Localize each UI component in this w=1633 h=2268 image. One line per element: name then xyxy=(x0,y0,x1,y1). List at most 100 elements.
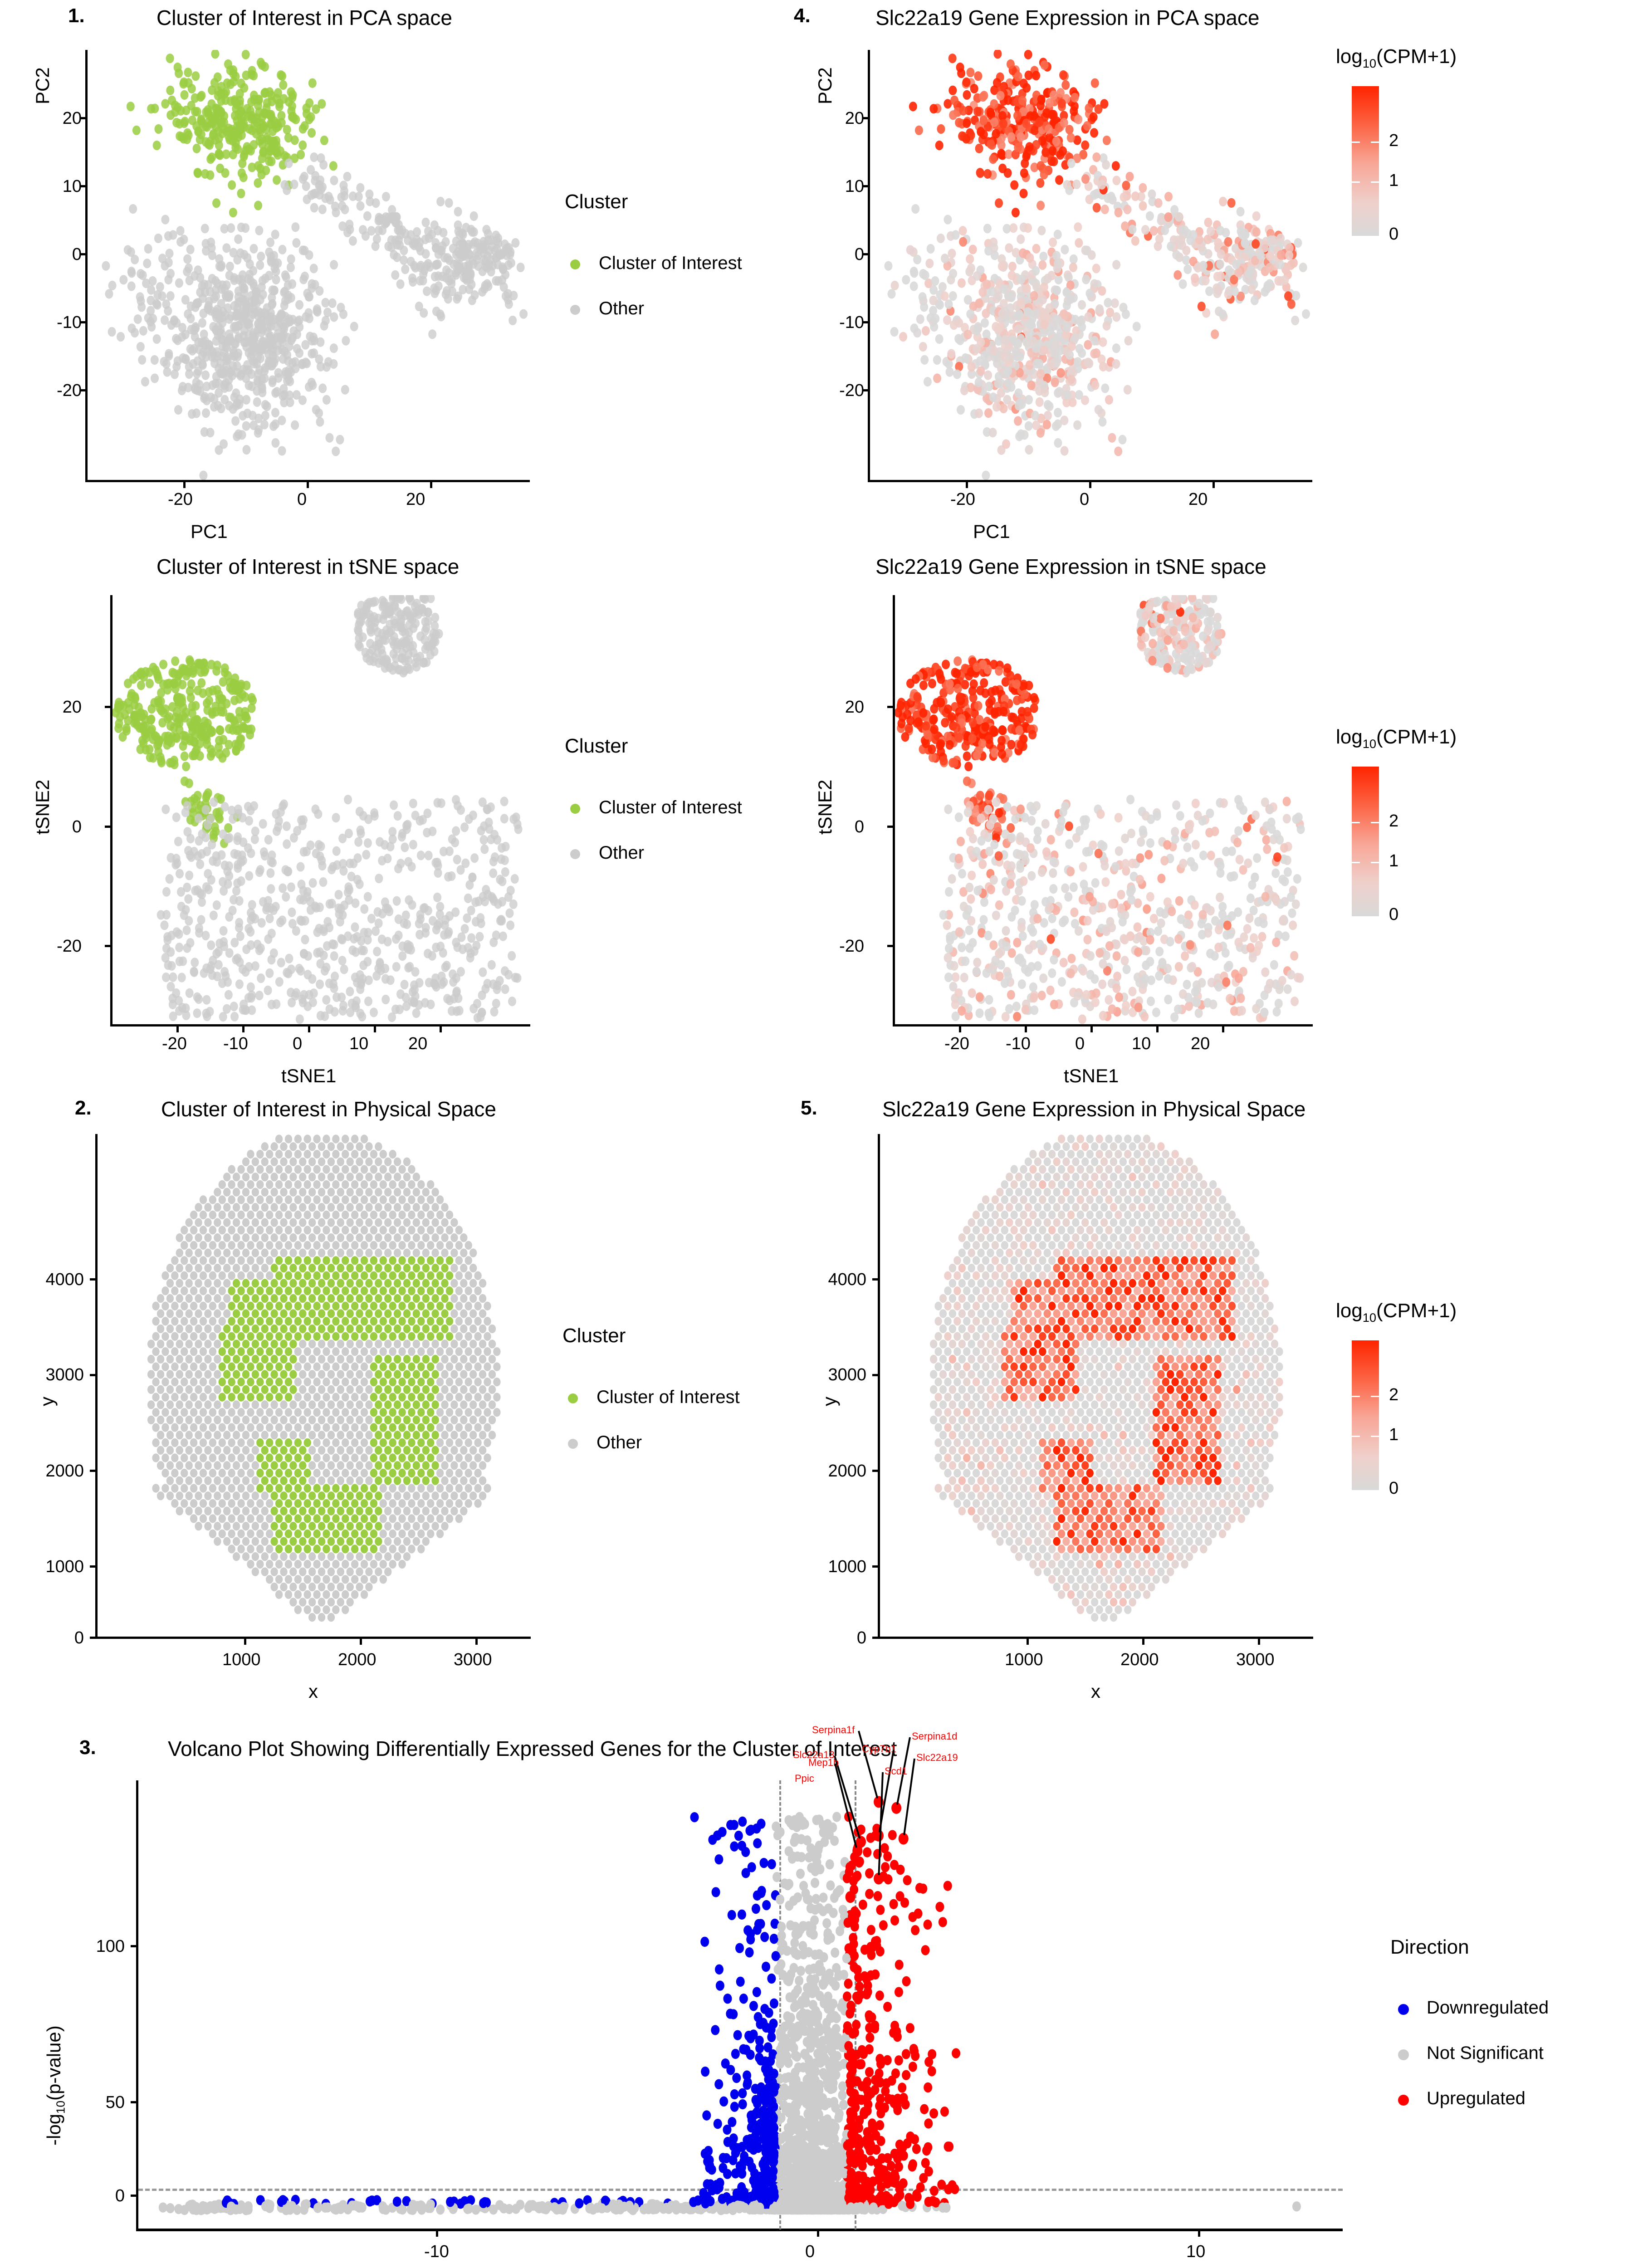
legend-swatch-other xyxy=(570,849,580,859)
gene-label: Serpina1f xyxy=(812,1724,855,1735)
x-tickmark xyxy=(176,1026,179,1032)
y-tick: -10 xyxy=(57,313,82,332)
legend-label-cluster: Cluster of Interest xyxy=(599,797,742,817)
x-axis-line xyxy=(95,1637,531,1639)
legend-title: Cluster xyxy=(562,1325,626,1347)
x-tick: 3000 xyxy=(1236,1650,1275,1669)
y-tickmark xyxy=(862,185,868,187)
y-tick: 10 xyxy=(62,177,82,196)
y-axis-line xyxy=(85,50,88,481)
x-tick: 0 xyxy=(1080,490,1090,509)
y-tickmark xyxy=(887,945,893,947)
colorbar-tick: 2 xyxy=(1389,1385,1399,1404)
y-tickmark xyxy=(887,706,893,708)
legend-label-upregulated: Upregulated xyxy=(1427,2088,1525,2108)
x-tickmark xyxy=(440,1026,442,1032)
x-tick: 0 xyxy=(1075,1034,1085,1053)
panel-tsne-expression: Slc22a19 Gene Expression in tSNE space t… xyxy=(814,544,1633,1089)
y-tick: 100 xyxy=(96,1937,125,1956)
physical-cluster-scatter xyxy=(147,1134,501,1622)
colorbar-notch xyxy=(1352,181,1360,183)
colorbar-gradient xyxy=(1352,767,1379,916)
y-tickmark xyxy=(90,1470,96,1472)
y-tickmark xyxy=(80,117,86,119)
x-tickmark xyxy=(475,1639,478,1645)
colorbar-notch xyxy=(1371,181,1379,183)
y-tickmark xyxy=(862,253,868,255)
colorbar-notch xyxy=(1352,142,1360,143)
gene-leader-line xyxy=(834,1763,857,1848)
legend-swatch-upregulated xyxy=(1398,2095,1409,2106)
x-axis-line xyxy=(110,1024,530,1026)
x-tick: -20 xyxy=(168,490,193,509)
x-tickmark xyxy=(374,1026,376,1032)
colorbar-notch xyxy=(1352,862,1360,863)
panel-volcano: 3. Volcano Plot Showing Differentially E… xyxy=(0,1724,1633,2268)
panel-number: 4. xyxy=(794,5,811,27)
y-tickmark xyxy=(872,1278,878,1281)
y-tickmark xyxy=(80,389,86,391)
x-tickmark xyxy=(1090,1026,1093,1032)
y-tickmark xyxy=(90,1637,96,1639)
y-axis-line xyxy=(136,1780,138,2229)
panel-title: Volcano Plot Showing Differentially Expr… xyxy=(168,1737,897,1760)
colorbar-title: log10(CPM+1) xyxy=(1336,45,1457,71)
colorbar-title-text: log10(CPM+1) xyxy=(1336,45,1457,70)
y-tickmark xyxy=(131,2195,137,2197)
x-axis-line xyxy=(893,1024,1313,1026)
colorbar-notch xyxy=(1371,822,1379,823)
y-tick: -20 xyxy=(57,937,82,956)
y-tick: 50 xyxy=(105,2093,125,2112)
x-tickmark xyxy=(817,2231,819,2237)
x-tick: -10 xyxy=(424,2242,449,2261)
x-tick: -20 xyxy=(162,1034,187,1053)
x-tickmark xyxy=(242,1026,244,1032)
y-tick: 0 xyxy=(856,1628,866,1647)
panel-title: Slc22a19 Gene Expression in tSNE space xyxy=(875,555,1266,578)
x-tickmark xyxy=(1222,1026,1224,1032)
gene-label: Ppic xyxy=(795,1773,814,1784)
x-tick: 3000 xyxy=(454,1650,492,1669)
colorbar-gradient xyxy=(1352,1340,1379,1490)
y-tickmark xyxy=(862,389,868,391)
y-tick: 20 xyxy=(845,109,864,128)
y-axis-label: y xyxy=(36,1397,58,1406)
y-tickmark xyxy=(80,185,86,187)
colorbar-tick: 2 xyxy=(1389,131,1399,150)
legend-swatch-other xyxy=(568,1439,578,1449)
legend-title: Direction xyxy=(1390,1936,1469,1958)
x-axis-line xyxy=(85,480,530,482)
gene-label: Slc22a19 xyxy=(916,1752,958,1763)
y-tickmark xyxy=(105,826,111,828)
y-tickmark xyxy=(105,706,111,708)
x-tick: 10 xyxy=(1132,1034,1151,1053)
colorbar-tick: 2 xyxy=(1389,811,1399,831)
panel-title: Cluster of Interest in Physical Space xyxy=(161,1097,496,1121)
y-tickmark xyxy=(887,826,893,828)
y-tick: 2000 xyxy=(45,1461,84,1481)
y-axis-label: tSNE2 xyxy=(32,779,53,835)
legend-label-cluster: Cluster of Interest xyxy=(596,1387,740,1407)
colorbar-notch xyxy=(1371,862,1379,863)
x-tickmark xyxy=(1027,1639,1029,1645)
panel-number: 2. xyxy=(75,1097,92,1119)
x-tickmark xyxy=(244,1639,246,1645)
physical-expression-scatter xyxy=(929,1134,1283,1622)
panel-pca-cluster: 1. Cluster of Interest in PCA space PC2 … xyxy=(0,0,816,544)
legend-label-not-significant: Not Significant xyxy=(1427,2043,1544,2063)
y-axis-label: PC2 xyxy=(814,67,836,104)
y-tickmark xyxy=(872,1637,878,1639)
y-tick: 4000 xyxy=(45,1270,84,1289)
y-tick: 1000 xyxy=(45,1557,84,1576)
x-tickmark xyxy=(436,2231,438,2237)
x-tick: 2000 xyxy=(1120,1650,1159,1669)
x-tickmark xyxy=(307,482,309,488)
colorbar-title: log10(CPM+1) xyxy=(1336,726,1457,751)
panel-title: Cluster of Interest in PCA space xyxy=(156,6,452,29)
colorbar-notch xyxy=(1352,1396,1360,1397)
y-tick: 0 xyxy=(854,245,864,264)
legend-label-other: Other xyxy=(599,298,645,318)
colorbar-title-text: log10(CPM+1) xyxy=(1336,1300,1457,1325)
gene-label: Mep1b xyxy=(808,1757,839,1768)
x-tick: -10 xyxy=(223,1034,248,1053)
